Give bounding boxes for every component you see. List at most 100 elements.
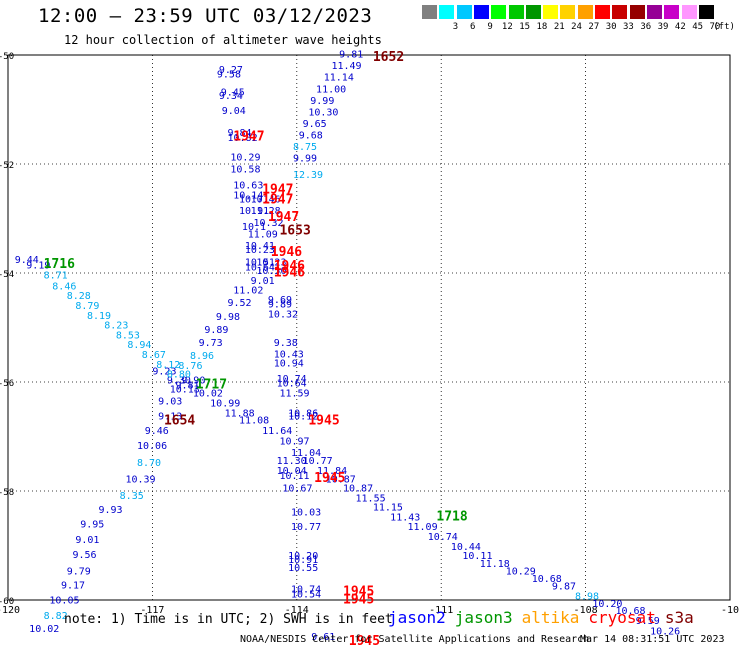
pass-time-label: 1946 <box>271 245 302 260</box>
legend-swatch <box>646 5 662 19</box>
wave-height-label: 10.64 <box>277 378 307 389</box>
wave-height-label: 10.39 <box>125 474 155 485</box>
wave-height-label: 10.03 <box>291 508 321 519</box>
map-subtitle: 12 hour collection of altimeter wave hei… <box>64 33 382 47</box>
legend-tick-label: 12 <box>501 22 513 32</box>
longitude-tick-label: -114 <box>285 605 309 616</box>
legend-swatch <box>629 5 645 19</box>
latitude-tick-label: -54 <box>0 270 14 280</box>
legend-swatch <box>577 5 593 19</box>
wave-height-label: 10.23 <box>256 257 286 268</box>
legend-swatch <box>543 5 559 19</box>
legend-tick-label: 24 <box>571 22 582 32</box>
legend-swatch <box>473 5 489 19</box>
wave-height-label: 8.76 <box>178 361 202 372</box>
latitude-tick-label: -56 <box>0 379 14 389</box>
pass-time-label: 1717 <box>196 378 227 393</box>
wave-height-label: 9.38 <box>274 338 298 349</box>
satellite-s3a-label: s3a <box>664 608 694 627</box>
wave-height-label: 10.55 <box>288 563 318 574</box>
wave-height-label: 10.20 <box>288 551 318 562</box>
pass-time-label: 1652 <box>373 50 404 65</box>
wave-height-label: 10.12 <box>288 412 318 423</box>
wave-height-label: 8.19 <box>87 311 111 322</box>
wave-height-label: 9.30 <box>167 376 191 387</box>
longitude-tick-label: -111 <box>429 605 453 616</box>
wave-height-label: 10.68 <box>532 574 562 585</box>
wave-height-label: 11.09 <box>408 522 438 533</box>
wave-height-label: 9.27 <box>219 65 243 76</box>
wave-height-label: 10.63 <box>233 181 263 192</box>
wave-height-label: 10.71 <box>239 195 269 206</box>
wave-height-label: 9.87 <box>552 582 576 593</box>
wave-height-label: 10.26 <box>650 626 680 637</box>
pass-time-label: 1654 <box>164 414 195 429</box>
wave-height-label: 11.02 <box>233 286 263 297</box>
wave-height-label: 10.02 <box>29 624 59 635</box>
wave-height-label: 11.00 <box>316 85 346 96</box>
legend-swatch <box>525 5 541 19</box>
wave-height-label: 9.81 <box>339 50 363 61</box>
wave-height-label: 9.90 <box>181 376 205 387</box>
wave-height-label: 11.88 <box>225 408 255 419</box>
wave-height-label: 10.97 <box>279 437 309 448</box>
legend-swatch <box>698 5 714 19</box>
wave-height-label: 9.68 <box>299 130 323 141</box>
legend-swatch <box>422 5 437 19</box>
pass-time-label: 1653 <box>279 223 310 238</box>
wave-height-label: 9.01 <box>75 535 99 546</box>
wave-height-label: 9.13 <box>158 412 182 423</box>
latitude-tick-label: -58 <box>0 488 14 498</box>
pass-time-label: 1946 <box>274 259 305 274</box>
wave-height-label: 8.79 <box>75 301 99 312</box>
wave-height-label: 10.29 <box>506 566 536 577</box>
latitude-tick-label: -50 <box>0 52 14 62</box>
legend-tick-label: 9 <box>487 22 493 32</box>
wave-height-label: 9.04 <box>222 106 246 117</box>
wave-height-label: 11.04 <box>291 448 321 459</box>
wave-height-label: 10.32 <box>268 310 298 321</box>
legend-tick-label: 45 <box>692 22 704 32</box>
generated-timestamp: Mar 14 08:31:51 UTC 2023 <box>580 634 725 645</box>
wave-height-label: 9.69 <box>268 295 292 306</box>
wave-height-label: 9.93 <box>98 505 122 516</box>
wave-height-label: 8.98 <box>575 591 599 602</box>
legend-tick-label: 15 <box>519 22 531 32</box>
pass-time-label: 1945 <box>308 414 339 429</box>
wave-height-label: 10.50 <box>256 266 286 277</box>
wave-height-label: 10.32 <box>253 218 283 229</box>
wave-height-label: 8.71 <box>44 270 68 281</box>
wave-height-label: 10.46 <box>251 195 281 206</box>
wave-height-label: 10.14 <box>233 190 263 201</box>
wave-height-label: 9.81 <box>176 381 200 392</box>
wave-height-label: 11.55 <box>356 493 386 504</box>
wave-height-label: 10.86 <box>288 408 318 419</box>
map-title: 12:00 – 23:59 UTC 03/12/2023 <box>38 5 373 27</box>
pass-time-label: 1945 <box>343 592 374 607</box>
wave-height-label: 9.99 <box>293 153 317 164</box>
legend-swatch <box>612 5 628 19</box>
wave-height-label: 10.43 <box>274 349 304 360</box>
wave-height-label: 8.12 <box>156 360 180 371</box>
wave-height-label: 10.11 <box>279 471 309 482</box>
wave-height-label: 8.28 <box>67 291 91 302</box>
wave-height-label: 11.08 <box>239 415 269 426</box>
wave-height-label: 8.53 <box>116 330 140 341</box>
wave-height-label: 11.49 <box>331 61 361 72</box>
wave-height-label: 9.98 <box>216 312 240 323</box>
map-frame <box>7 54 731 601</box>
wave-height-label: 9.79 <box>67 566 91 577</box>
pass-time-label: 1947 <box>268 210 299 225</box>
pass-time-label: 1947 <box>262 192 293 207</box>
longitude-tick-label: -120 <box>0 605 20 616</box>
wave-height-label: 10.64 <box>245 262 275 273</box>
wave-height-label: 10.54 <box>291 589 321 600</box>
pass-time-label: 1946 <box>274 265 305 280</box>
wave-height-label: 8.94 <box>127 340 151 351</box>
legend-tick-label: 33 <box>623 22 634 32</box>
wave-height-label: 10.82 <box>227 133 257 144</box>
satellite-jason2-label: jason2 <box>388 608 446 627</box>
legend-tick-label: 30 <box>605 22 617 32</box>
wave-height-label: 10.20 <box>592 599 622 610</box>
satellite-jason3-label: jason3 <box>454 608 513 627</box>
